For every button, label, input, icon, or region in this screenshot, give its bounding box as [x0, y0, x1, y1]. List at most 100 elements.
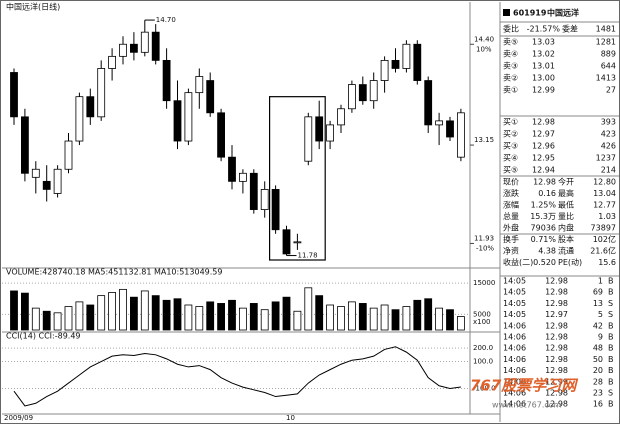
candle-body: [217, 112, 226, 158]
book-volume: 1413: [596, 74, 616, 83]
stat-cell: 量比: [558, 211, 574, 221]
trade-cell: 12.97: [545, 310, 568, 319]
book-label: 买③: [503, 142, 518, 151]
volume-bar: [413, 299, 422, 331]
cci-line: [13, 346, 461, 407]
trade-cell: 23: [593, 389, 603, 398]
candle-body: [206, 80, 215, 114]
trade-cell: 12.98: [545, 389, 568, 398]
volume-bar: [380, 304, 389, 331]
volume-bar: [358, 303, 367, 331]
candle-body: [337, 108, 345, 126]
volume-bar: [108, 292, 116, 331]
pct-label: 10%: [476, 45, 492, 53]
trade-cell: 14:05: [503, 299, 526, 308]
trade-cell: 20: [593, 366, 603, 375]
y-tick-label: 11.93: [474, 234, 494, 242]
candle-body: [402, 43, 411, 69]
trade-cell: 14:06: [503, 366, 526, 375]
trade-cell: 14:06: [503, 400, 526, 409]
volume-bar: [195, 306, 204, 331]
volume-bar: [402, 306, 411, 331]
annotation: 14.70: [156, 16, 176, 24]
stat-cell: 1.25%: [531, 201, 557, 210]
y-tick-label: 200.0: [473, 344, 493, 352]
ratio-cell: 委差: [562, 24, 578, 34]
trade-cell: 14:05: [503, 277, 526, 286]
candle-body: [315, 116, 324, 142]
book-price: 12.95: [532, 154, 555, 163]
book-label: 买⑤: [503, 166, 518, 175]
book-volume: 426: [601, 142, 616, 151]
trade-cell: B: [608, 355, 614, 364]
volume-bar: [238, 307, 247, 331]
trade-cell: 12.99: [545, 377, 568, 386]
candle-body: [119, 43, 127, 57]
trade-cell: 14:06: [503, 377, 526, 386]
stat-cell: 0.520: [533, 258, 556, 267]
book-price: 13.00: [532, 74, 555, 83]
candle-body: [293, 241, 302, 244]
book-price: 12.99: [532, 86, 555, 95]
stat-cell: 0.16: [538, 189, 556, 198]
pct-label: -10%: [476, 244, 494, 252]
trade-cell: 5: [598, 310, 603, 319]
candle-body: [326, 124, 335, 142]
stat-cell: 73897: [591, 224, 616, 233]
volume-bar: [10, 290, 18, 331]
book-label: 买④: [503, 154, 518, 163]
volume-bar: [304, 287, 313, 331]
volume-bar: [435, 307, 444, 331]
watermark-title: 767股票学习网: [470, 377, 579, 395]
volume-bar: [86, 304, 95, 331]
stat-cell: 1.03: [598, 212, 616, 221]
volume-bar: [162, 299, 171, 331]
trade-cell: 12.98: [545, 355, 568, 364]
trade-cell: 42: [593, 321, 603, 330]
candle-body: [184, 92, 193, 142]
stat-cell: 12.98: [533, 178, 556, 187]
volume-bar: [369, 307, 378, 331]
trade-cell: 13: [593, 299, 603, 308]
candle-body: [435, 120, 444, 126]
ratio-cell: -21.57%: [527, 25, 561, 34]
trade-cell: 12.98: [545, 366, 568, 375]
volume-bar: [75, 301, 84, 331]
trade-cell: 14:06: [503, 355, 526, 364]
candle-body: [162, 59, 171, 102]
ratio-cell: 委比: [503, 24, 519, 34]
x-label: 10: [286, 414, 295, 422]
trade-cell: B: [608, 344, 614, 353]
stat-cell: PE(动): [558, 257, 582, 267]
book-volume: 644: [601, 62, 616, 71]
stat-cell: 内盘: [558, 223, 574, 233]
candle-body: [31, 168, 40, 178]
candle-body: [456, 112, 465, 158]
book-volume: 1237: [596, 154, 616, 163]
volume-bar: [293, 310, 302, 331]
volume-bar: [42, 310, 51, 331]
volume-bar: [446, 309, 454, 331]
chart-title: CCI(14) CCI:-89.49: [6, 332, 81, 341]
volume-bar: [456, 316, 465, 331]
stat-cell: 收益(二): [503, 257, 533, 267]
candle-body: [238, 172, 247, 182]
volume-bar: [31, 307, 40, 331]
stat-cell: 79036: [531, 224, 556, 233]
x-label: 2009/09: [4, 414, 33, 422]
stat-cell: 15.3万: [530, 212, 556, 221]
stat-cell: 涨跌: [503, 188, 519, 198]
stat-cell: 21.6亿: [590, 246, 616, 256]
stat-cell: 净资: [503, 246, 519, 256]
trade-cell: S: [608, 310, 613, 319]
ratio-cell: 1481: [596, 25, 616, 34]
book-price: 13.01: [532, 62, 555, 71]
book-volume: 1281: [596, 38, 616, 47]
candle-body: [53, 168, 62, 194]
watermark-url: www.net767.com: [492, 401, 562, 410]
candle-body: [64, 140, 73, 170]
volume-bar: [53, 312, 62, 331]
candle-body: [369, 80, 378, 102]
